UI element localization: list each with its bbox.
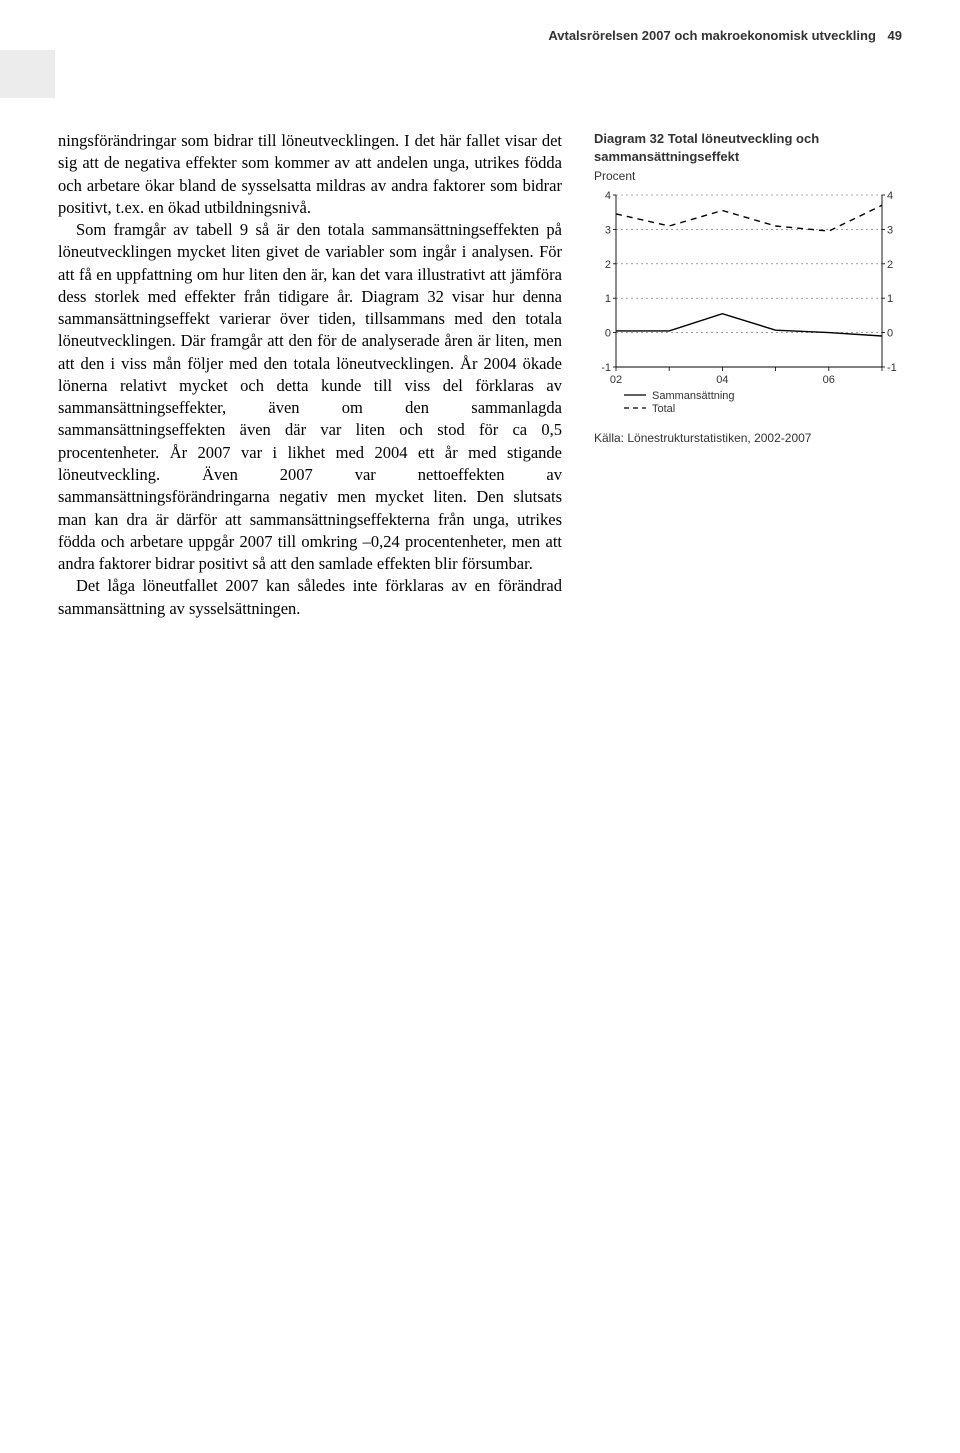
chart-subtitle: Procent (594, 169, 904, 183)
svg-text:0: 0 (605, 328, 611, 340)
body-column: ningsförändringar som bidrar till löneut… (58, 130, 562, 620)
svg-text:1: 1 (887, 293, 893, 305)
svg-text:0: 0 (887, 328, 893, 340)
chart-svg: -1 -1 0 0 1 1 2 2 3 3 4 4 02 04 06 SammansättningTotal (594, 189, 904, 419)
svg-text:-1: -1 (887, 362, 897, 374)
chart-source: Källa: Lönestrukturstatistiken, 2002-200… (594, 431, 904, 445)
page-number: 49 (888, 28, 902, 43)
svg-text:3: 3 (887, 224, 893, 236)
svg-text:02: 02 (610, 374, 622, 386)
svg-text:06: 06 (823, 374, 835, 386)
svg-text:2: 2 (605, 259, 611, 271)
svg-text:2: 2 (887, 259, 893, 271)
svg-text:-1: -1 (601, 362, 611, 374)
header-title: Avtalsrörelsen 2007 och makroekonomisk u… (548, 28, 876, 43)
svg-text:4: 4 (887, 190, 893, 202)
body-paragraph-1: ningsförändringar som bidrar till löneut… (58, 130, 562, 219)
svg-text:04: 04 (716, 374, 728, 386)
svg-text:4: 4 (605, 190, 611, 202)
page-header: Avtalsrörelsen 2007 och makroekonomisk u… (548, 28, 902, 43)
svg-text:3: 3 (605, 224, 611, 236)
svg-text:Sammansättning: Sammansättning (652, 390, 735, 402)
body-paragraph-3: Det låga löneutfallet 2007 kan således i… (58, 575, 562, 620)
margin-block (0, 50, 55, 98)
body-paragraph-2: Som framgår av tabell 9 så är den totala… (58, 219, 562, 575)
chart-container: Diagram 32 Total löneutveckling och samm… (594, 130, 904, 445)
chart-title: Diagram 32 Total löneutveckling och samm… (594, 130, 904, 165)
svg-text:1: 1 (605, 293, 611, 305)
svg-text:Total: Total (652, 403, 675, 415)
